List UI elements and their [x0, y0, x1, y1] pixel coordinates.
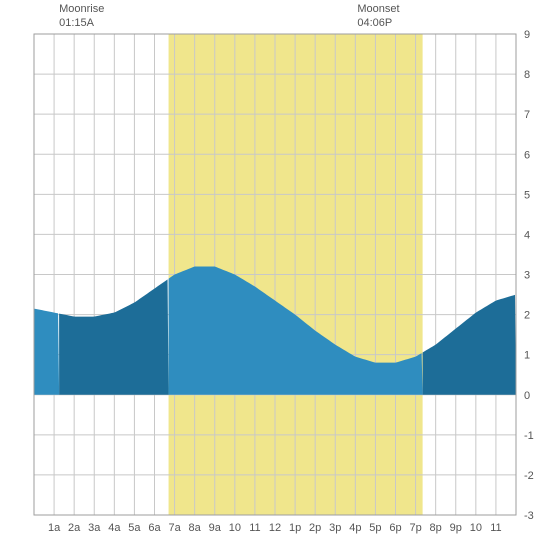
- svg-text:2: 2: [524, 310, 530, 322]
- svg-text:4a: 4a: [108, 522, 121, 534]
- svg-text:8: 8: [524, 69, 530, 81]
- svg-text:3: 3: [524, 270, 530, 282]
- svg-text:6p: 6p: [389, 522, 401, 534]
- svg-text:0: 0: [524, 390, 530, 402]
- moonset-time: 04:06P: [357, 16, 399, 30]
- svg-text:7: 7: [524, 109, 530, 121]
- chart-svg: -3-2-101234567891a2a3a4a5a6a7a8a9a101112…: [0, 0, 550, 550]
- svg-text:5: 5: [524, 189, 530, 201]
- svg-text:7p: 7p: [409, 522, 421, 534]
- svg-text:1p: 1p: [289, 522, 301, 534]
- svg-text:8a: 8a: [189, 522, 202, 534]
- svg-text:-1: -1: [524, 430, 534, 442]
- svg-text:12: 12: [269, 522, 281, 534]
- svg-text:5a: 5a: [128, 522, 141, 534]
- svg-text:1: 1: [524, 350, 530, 362]
- moonrise-time: 01:15A: [59, 16, 104, 30]
- moonrise-annotation: Moonrise 01:15A: [59, 2, 104, 31]
- svg-text:5p: 5p: [369, 522, 381, 534]
- svg-text:11: 11: [490, 522, 501, 534]
- svg-text:9p: 9p: [450, 522, 462, 534]
- svg-text:8p: 8p: [430, 522, 442, 534]
- svg-text:10: 10: [470, 522, 482, 534]
- svg-text:-2: -2: [524, 470, 534, 482]
- svg-text:-3: -3: [524, 510, 534, 522]
- svg-text:9a: 9a: [209, 522, 222, 534]
- moonset-annotation: Moonset 04:06P: [357, 2, 399, 31]
- svg-text:6: 6: [524, 149, 530, 161]
- moonrise-label: Moonrise: [59, 2, 104, 16]
- svg-text:11: 11: [249, 522, 260, 534]
- svg-text:1a: 1a: [48, 522, 61, 534]
- svg-text:4: 4: [524, 229, 530, 241]
- svg-text:9: 9: [524, 29, 530, 41]
- svg-text:7a: 7a: [168, 522, 181, 534]
- tide-chart: Moonrise 01:15A Moonset 04:06P -3-2-1012…: [0, 0, 550, 550]
- moonset-label: Moonset: [357, 2, 399, 16]
- svg-text:10: 10: [229, 522, 241, 534]
- svg-text:4p: 4p: [349, 522, 361, 534]
- svg-text:3a: 3a: [88, 522, 101, 534]
- svg-text:6a: 6a: [148, 522, 161, 534]
- svg-text:2p: 2p: [309, 522, 321, 534]
- svg-text:2a: 2a: [68, 522, 81, 534]
- svg-text:3p: 3p: [329, 522, 341, 534]
